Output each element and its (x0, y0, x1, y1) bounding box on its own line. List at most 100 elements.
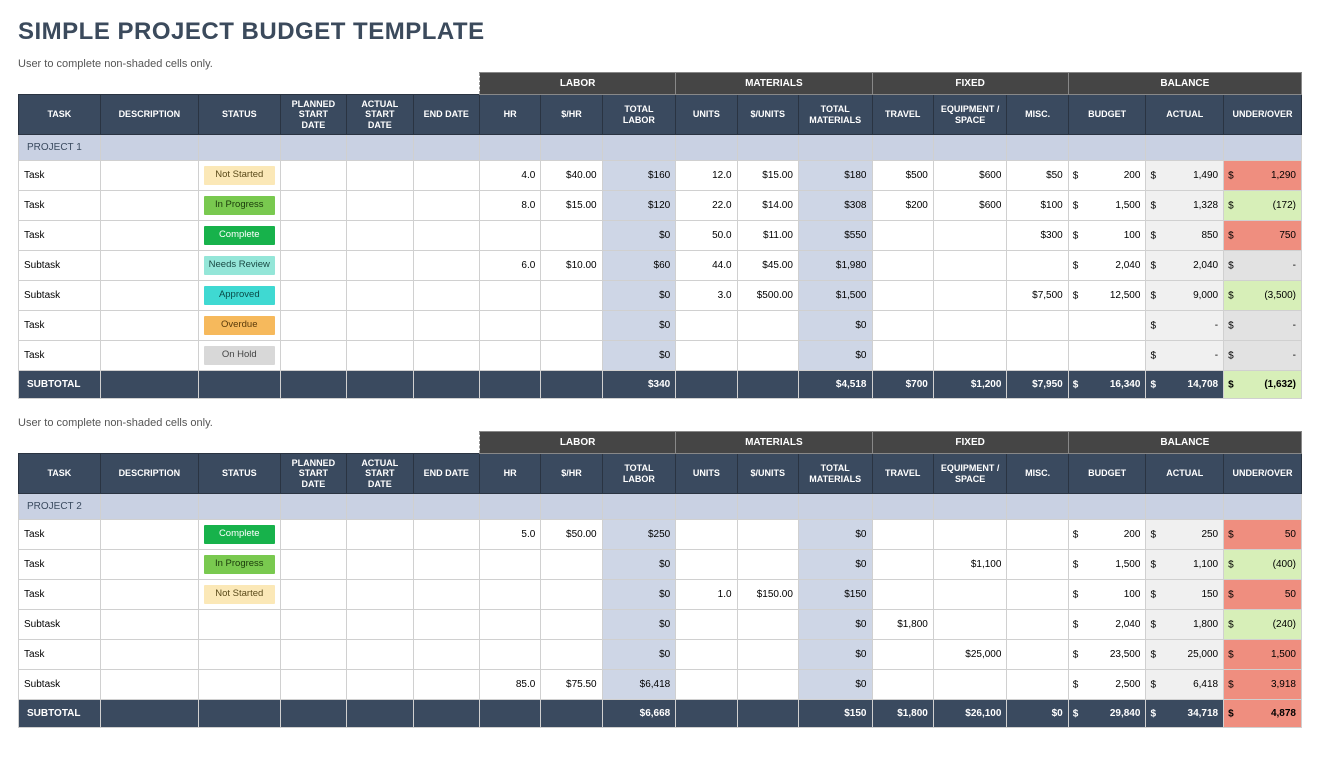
travel-cell[interactable] (872, 281, 933, 311)
rate-cell[interactable] (541, 221, 602, 251)
planned-start-cell[interactable] (280, 610, 346, 640)
travel-cell[interactable] (872, 520, 933, 550)
misc-cell[interactable]: $100 (1007, 191, 1068, 221)
status-cell[interactable]: Approved (198, 281, 280, 311)
actual-start-cell[interactable] (347, 281, 413, 311)
description-cell[interactable] (100, 161, 198, 191)
actual-start-cell[interactable] (347, 550, 413, 580)
unit-cost-cell[interactable] (737, 610, 798, 640)
hr-cell[interactable]: 85.0 (479, 670, 540, 700)
end-date-cell[interactable] (413, 311, 479, 341)
end-date-cell[interactable] (413, 670, 479, 700)
unit-cost-cell[interactable]: $45.00 (737, 251, 798, 281)
task-cell[interactable]: Subtask (19, 670, 101, 700)
units-cell[interactable] (676, 670, 737, 700)
planned-start-cell[interactable] (280, 520, 346, 550)
description-cell[interactable] (100, 191, 198, 221)
hr-cell[interactable] (479, 341, 540, 371)
misc-cell[interactable] (1007, 251, 1068, 281)
travel-cell[interactable] (872, 640, 933, 670)
unit-cost-cell[interactable]: $500.00 (737, 281, 798, 311)
unit-cost-cell[interactable] (737, 670, 798, 700)
actual-start-cell[interactable] (347, 191, 413, 221)
status-cell[interactable] (198, 670, 280, 700)
travel-cell[interactable] (872, 311, 933, 341)
status-cell[interactable]: In Progress (198, 191, 280, 221)
unit-cost-cell[interactable] (737, 520, 798, 550)
status-cell[interactable]: Needs Review (198, 251, 280, 281)
units-cell[interactable]: 12.0 (676, 161, 737, 191)
units-cell[interactable]: 44.0 (676, 251, 737, 281)
equipment-cell[interactable]: $600 (933, 191, 1007, 221)
status-cell[interactable]: Not Started (198, 580, 280, 610)
equipment-cell[interactable] (933, 520, 1007, 550)
hr-cell[interactable] (479, 610, 540, 640)
travel-cell[interactable] (872, 251, 933, 281)
task-cell[interactable]: Task (19, 580, 101, 610)
task-cell[interactable]: Task (19, 341, 101, 371)
travel-cell[interactable]: $1,800 (872, 610, 933, 640)
planned-start-cell[interactable] (280, 311, 346, 341)
planned-start-cell[interactable] (280, 191, 346, 221)
status-cell[interactable]: On Hold (198, 341, 280, 371)
task-cell[interactable]: Subtask (19, 610, 101, 640)
rate-cell[interactable] (541, 281, 602, 311)
planned-start-cell[interactable] (280, 640, 346, 670)
planned-start-cell[interactable] (280, 161, 346, 191)
units-cell[interactable]: 3.0 (676, 281, 737, 311)
end-date-cell[interactable] (413, 341, 479, 371)
end-date-cell[interactable] (413, 580, 479, 610)
status-cell[interactable]: Complete (198, 221, 280, 251)
units-cell[interactable]: 1.0 (676, 580, 737, 610)
hr-cell[interactable]: 5.0 (479, 520, 540, 550)
task-cell[interactable]: Task (19, 221, 101, 251)
actual-start-cell[interactable] (347, 610, 413, 640)
description-cell[interactable] (100, 580, 198, 610)
travel-cell[interactable] (872, 670, 933, 700)
rate-cell[interactable]: $50.00 (541, 520, 602, 550)
misc-cell[interactable] (1007, 670, 1068, 700)
unit-cost-cell[interactable]: $14.00 (737, 191, 798, 221)
misc-cell[interactable]: $50 (1007, 161, 1068, 191)
actual-start-cell[interactable] (347, 640, 413, 670)
status-cell[interactable] (198, 640, 280, 670)
rate-cell[interactable] (541, 311, 602, 341)
travel-cell[interactable] (872, 341, 933, 371)
actual-start-cell[interactable] (347, 251, 413, 281)
hr-cell[interactable] (479, 550, 540, 580)
misc-cell[interactable] (1007, 610, 1068, 640)
actual-start-cell[interactable] (347, 341, 413, 371)
equipment-cell[interactable] (933, 221, 1007, 251)
units-cell[interactable] (676, 610, 737, 640)
equipment-cell[interactable] (933, 281, 1007, 311)
end-date-cell[interactable] (413, 281, 479, 311)
equipment-cell[interactable] (933, 311, 1007, 341)
description-cell[interactable] (100, 670, 198, 700)
misc-cell[interactable] (1007, 341, 1068, 371)
units-cell[interactable]: 50.0 (676, 221, 737, 251)
hr-cell[interactable] (479, 311, 540, 341)
description-cell[interactable] (100, 221, 198, 251)
equipment-cell[interactable]: $25,000 (933, 640, 1007, 670)
misc-cell[interactable] (1007, 311, 1068, 341)
task-cell[interactable]: Task (19, 520, 101, 550)
description-cell[interactable] (100, 281, 198, 311)
planned-start-cell[interactable] (280, 670, 346, 700)
task-cell[interactable]: Task (19, 311, 101, 341)
description-cell[interactable] (100, 251, 198, 281)
status-cell[interactable]: Not Started (198, 161, 280, 191)
unit-cost-cell[interactable] (737, 550, 798, 580)
hr-cell[interactable] (479, 281, 540, 311)
equipment-cell[interactable]: $1,100 (933, 550, 1007, 580)
end-date-cell[interactable] (413, 221, 479, 251)
description-cell[interactable] (100, 311, 198, 341)
planned-start-cell[interactable] (280, 341, 346, 371)
actual-start-cell[interactable] (347, 580, 413, 610)
hr-cell[interactable]: 8.0 (479, 191, 540, 221)
task-cell[interactable]: Task (19, 191, 101, 221)
misc-cell[interactable] (1007, 520, 1068, 550)
misc-cell[interactable] (1007, 550, 1068, 580)
status-cell[interactable] (198, 610, 280, 640)
description-cell[interactable] (100, 520, 198, 550)
end-date-cell[interactable] (413, 520, 479, 550)
